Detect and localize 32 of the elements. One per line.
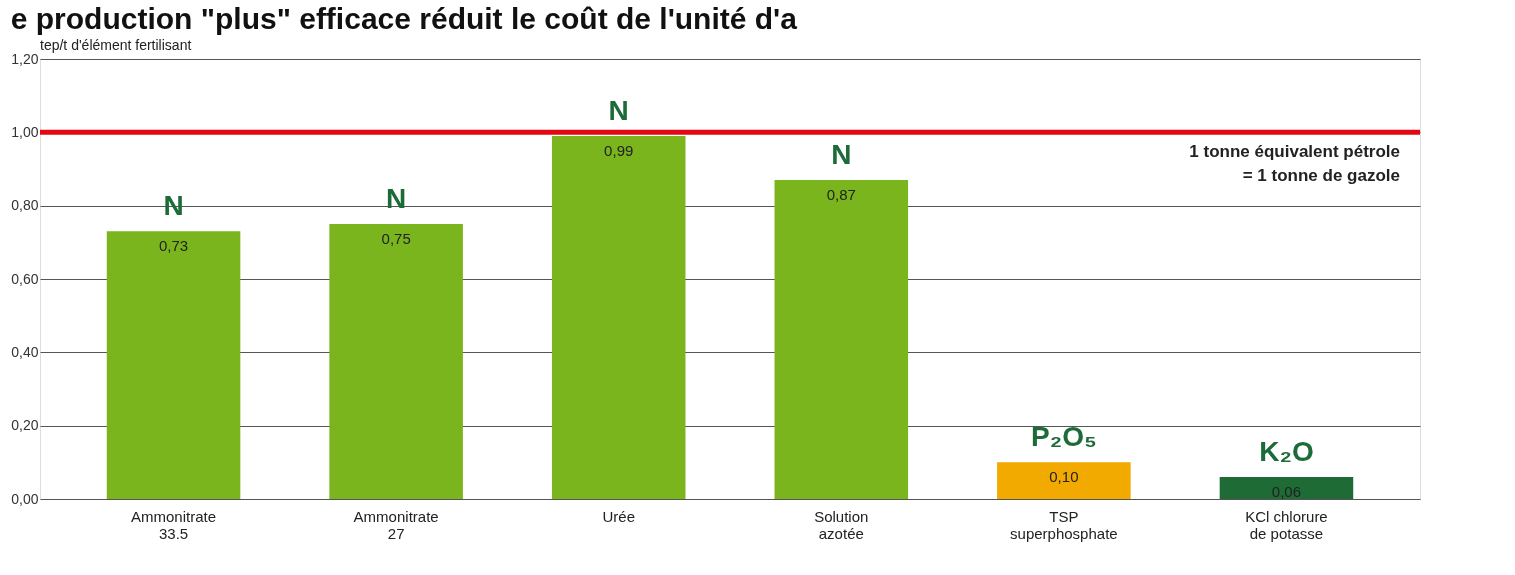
x-tick-label: Solution azotée <box>814 507 869 542</box>
annotation: N <box>831 139 852 170</box>
bar <box>551 136 686 499</box>
y-axis-title: tep/t d'élément fertilisant <box>40 37 192 53</box>
x-tick-label: Urée <box>602 507 635 525</box>
y-tick-label: 0,80 <box>11 197 39 214</box>
x-tick-label: KCl chlorure de potasse <box>1245 507 1328 542</box>
bar <box>1219 477 1354 499</box>
y-tick-label: 0,40 <box>11 343 39 360</box>
y-tick-label: 0,20 <box>11 417 39 434</box>
y-tick-label: 0,00 <box>11 490 39 507</box>
data-label: 0,99 <box>604 142 634 159</box>
annotation: P₂O₅ <box>1031 421 1097 453</box>
data-label: 0,73 <box>158 237 189 255</box>
data-label: 0,87 <box>826 186 856 203</box>
data-label: 0,10 <box>1049 468 1079 486</box>
x-tick-label: TSP superphosphate <box>1010 507 1118 542</box>
bar <box>329 224 463 499</box>
y-tick-label: 1,00 <box>11 123 39 140</box>
bar <box>106 231 241 499</box>
chart-title: e production "plus" efficace réduit le coût de l'unité d'a <box>10 2 798 35</box>
bar <box>997 462 1131 499</box>
annotation: N <box>608 95 629 126</box>
x-tick-label: Ammonitrate 27 <box>353 507 439 542</box>
y-tick-label: 0,60 <box>11 270 39 287</box>
data-label: 0,75 <box>381 230 411 247</box>
y-tick-label: 1,20 <box>11 50 39 67</box>
annotation: K₂O <box>1259 436 1314 467</box>
x-tick-label: Ammonitrate 33.5 <box>131 507 217 542</box>
bar <box>774 180 909 499</box>
data-label: 0,06 <box>1271 483 1302 500</box>
ref-line-label: 1 tonne équivalent pétrole = 1 tonne de gazole <box>1189 142 1400 186</box>
